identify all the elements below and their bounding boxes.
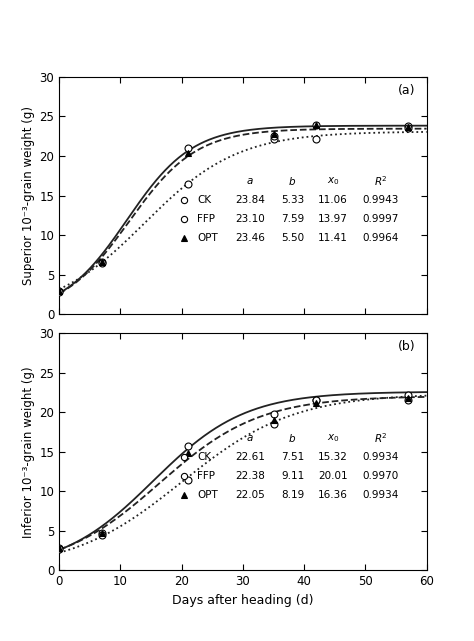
Text: $b$: $b$ bbox=[289, 176, 297, 187]
Y-axis label: Inferior 10⁻³-grain weight (g): Inferior 10⁻³-grain weight (g) bbox=[22, 366, 36, 538]
Text: 0.9934: 0.9934 bbox=[363, 490, 399, 499]
Text: 20.01: 20.01 bbox=[318, 470, 348, 481]
Text: $R^2$: $R^2$ bbox=[374, 431, 388, 444]
Text: $a$: $a$ bbox=[246, 433, 254, 442]
Text: 15.32: 15.32 bbox=[318, 452, 348, 462]
Text: 23.84: 23.84 bbox=[235, 196, 265, 205]
Text: 11.06: 11.06 bbox=[318, 196, 348, 205]
Text: $b$: $b$ bbox=[289, 431, 297, 444]
Text: $a$: $a$ bbox=[246, 176, 254, 187]
Text: FFP: FFP bbox=[197, 470, 215, 481]
Text: OPT: OPT bbox=[197, 233, 218, 244]
Text: $x_\mathrm{0}$: $x_\mathrm{0}$ bbox=[327, 176, 339, 187]
Text: $x_\mathrm{0}$: $x_\mathrm{0}$ bbox=[327, 431, 339, 444]
Text: 7.59: 7.59 bbox=[281, 214, 304, 224]
Text: 9.11: 9.11 bbox=[281, 470, 304, 481]
Text: 13.97: 13.97 bbox=[318, 214, 348, 224]
Text: 0.9964: 0.9964 bbox=[363, 233, 399, 244]
X-axis label: Days after heading (d): Days after heading (d) bbox=[172, 594, 314, 607]
Text: 5.33: 5.33 bbox=[281, 196, 304, 205]
Text: CK: CK bbox=[197, 196, 211, 205]
Text: 0.9997: 0.9997 bbox=[363, 214, 399, 224]
Text: 23.10: 23.10 bbox=[236, 214, 265, 224]
Text: 11.41: 11.41 bbox=[318, 233, 348, 244]
Text: 22.61: 22.61 bbox=[235, 452, 265, 462]
Text: 22.38: 22.38 bbox=[235, 470, 265, 481]
Text: 8.19: 8.19 bbox=[281, 490, 304, 499]
Text: 5.50: 5.50 bbox=[281, 233, 304, 244]
Text: $R^2$: $R^2$ bbox=[374, 174, 388, 188]
Text: CK: CK bbox=[197, 452, 211, 462]
Text: (a): (a) bbox=[398, 84, 416, 97]
Text: 0.9943: 0.9943 bbox=[363, 196, 399, 205]
Text: 23.46: 23.46 bbox=[235, 233, 265, 244]
Y-axis label: Superior 10⁻³-grain weight (g): Superior 10⁻³-grain weight (g) bbox=[22, 106, 36, 285]
Text: 16.36: 16.36 bbox=[318, 490, 348, 499]
Text: 0.9934: 0.9934 bbox=[363, 452, 399, 462]
Text: 22.05: 22.05 bbox=[236, 490, 265, 499]
Text: FFP: FFP bbox=[197, 214, 215, 224]
Text: 0.9970: 0.9970 bbox=[363, 470, 399, 481]
Text: (b): (b) bbox=[398, 340, 416, 353]
Text: OPT: OPT bbox=[197, 490, 218, 499]
Text: 7.51: 7.51 bbox=[281, 452, 304, 462]
